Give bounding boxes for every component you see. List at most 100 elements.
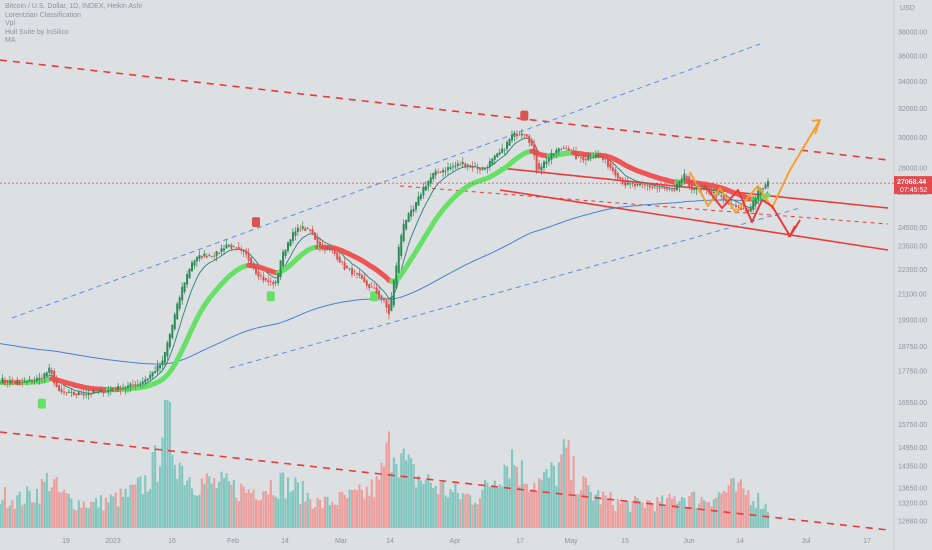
candle-body — [314, 232, 317, 240]
candle-body — [658, 187, 661, 189]
candle-body — [267, 280, 270, 283]
volume-bar — [316, 497, 319, 528]
candle-body — [146, 378, 149, 381]
volume-bar — [31, 502, 34, 528]
lower-channel-trendline[interactable] — [229, 207, 801, 369]
buy-signal-marker[interactable] — [37, 398, 46, 409]
volume-bar — [282, 472, 285, 528]
volume-bar — [700, 496, 703, 528]
candle-body — [368, 283, 371, 289]
candle-body — [63, 391, 65, 393]
candle-body — [117, 386, 120, 390]
volume-bar — [299, 504, 302, 528]
bullish-projection-arrowhead[interactable] — [811, 119, 821, 135]
candle-body — [183, 282, 186, 292]
candle-body — [351, 268, 353, 275]
volume-bar — [570, 479, 573, 528]
candle-body — [72, 391, 75, 396]
symbol-title[interactable]: Bitcoin / U.S. Dollar, 1D, INDEX, Heikin… — [5, 3, 142, 10]
buy-signal-marker[interactable] — [266, 291, 275, 302]
sell-signal-marker[interactable] — [520, 110, 529, 121]
descending-channel-bottom[interactable] — [499, 189, 889, 251]
candle-body — [321, 245, 324, 247]
candle-body — [749, 207, 752, 212]
volume-bar — [619, 503, 622, 528]
volume-bar — [67, 494, 71, 528]
candle-body — [301, 226, 304, 229]
volume-bar — [70, 498, 73, 528]
time-tick-label: Feb — [227, 538, 239, 545]
sell-signal-marker[interactable] — [252, 217, 260, 228]
volume-bar — [607, 498, 610, 528]
candle-body — [560, 149, 563, 150]
candle-body — [316, 236, 319, 244]
volume-bar — [673, 496, 676, 528]
candle-body — [540, 166, 543, 171]
candle-body — [582, 156, 585, 161]
candle-body — [464, 163, 467, 167]
candle-body — [85, 394, 88, 396]
candle-body — [6, 380, 9, 383]
candle-body — [422, 186, 425, 196]
candle-body — [259, 275, 262, 276]
last-price-badge[interactable] — [894, 176, 932, 195]
volume-bar — [378, 479, 381, 528]
candle-body — [127, 385, 129, 388]
volume-bar — [587, 485, 590, 528]
legend-indicator-lorentzian[interactable]: Lorentzian Classification — [5, 11, 81, 19]
candle-body — [641, 183, 644, 185]
candle-body — [82, 393, 85, 396]
candle-body — [678, 181, 681, 188]
volume-bar — [592, 500, 595, 528]
volume-bar — [343, 494, 346, 528]
volume-bar — [749, 505, 752, 528]
candle-body — [112, 389, 115, 391]
volume-trendline[interactable] — [0, 431, 889, 531]
bullish-projection-path[interactable] — [689, 119, 821, 214]
volume-bar — [572, 456, 575, 528]
candle-body — [124, 387, 127, 390]
candle-body — [626, 182, 629, 185]
volume-bar — [498, 484, 501, 528]
candle-body — [754, 198, 757, 205]
volume-bar — [447, 497, 450, 528]
candle-body — [589, 158, 592, 159]
candle-body — [309, 229, 312, 231]
candle-body — [178, 297, 181, 309]
candle-body — [602, 156, 605, 160]
volume-bar — [161, 437, 164, 528]
candle-body — [363, 277, 366, 283]
buy-signal-marker[interactable] — [370, 291, 379, 302]
volume-bar — [501, 486, 504, 528]
bearish-projection-arrowhead[interactable] — [788, 225, 796, 237]
legend-indicator-ma[interactable]: MA — [5, 37, 16, 45]
upper-resistance-trendline[interactable] — [0, 59, 889, 161]
volume-bar — [122, 496, 125, 528]
volume-bar — [237, 501, 240, 528]
candle-body — [752, 200, 755, 210]
price-tick-label: 28000.00 — [898, 166, 927, 173]
volume-bar — [530, 490, 533, 528]
volume-bar — [693, 491, 696, 528]
candle-body — [16, 382, 19, 384]
bearish-projection-path[interactable] — [703, 184, 801, 237]
time-tick-label: 15 — [621, 538, 629, 545]
candle-body — [725, 197, 728, 202]
candle-body — [476, 167, 479, 170]
volume-bar — [535, 491, 538, 528]
candle-body — [501, 148, 504, 153]
time-tick-label: May — [564, 538, 578, 545]
candle-body — [442, 169, 445, 173]
volume-bar — [0, 504, 2, 528]
midline-trendline[interactable] — [399, 185, 889, 225]
upper-channel-trendline[interactable] — [11, 43, 761, 319]
volume-bar — [506, 466, 509, 528]
legend-indicator-vpl[interactable]: Vpl — [5, 20, 16, 28]
volume-bar — [319, 499, 322, 528]
candle-body — [11, 381, 14, 383]
candle-body — [144, 379, 147, 383]
volume-bar — [168, 402, 171, 528]
legend-indicator-hull-suite[interactable]: Hull Suite by InSilico — [5, 28, 69, 36]
candle-body — [392, 280, 395, 306]
